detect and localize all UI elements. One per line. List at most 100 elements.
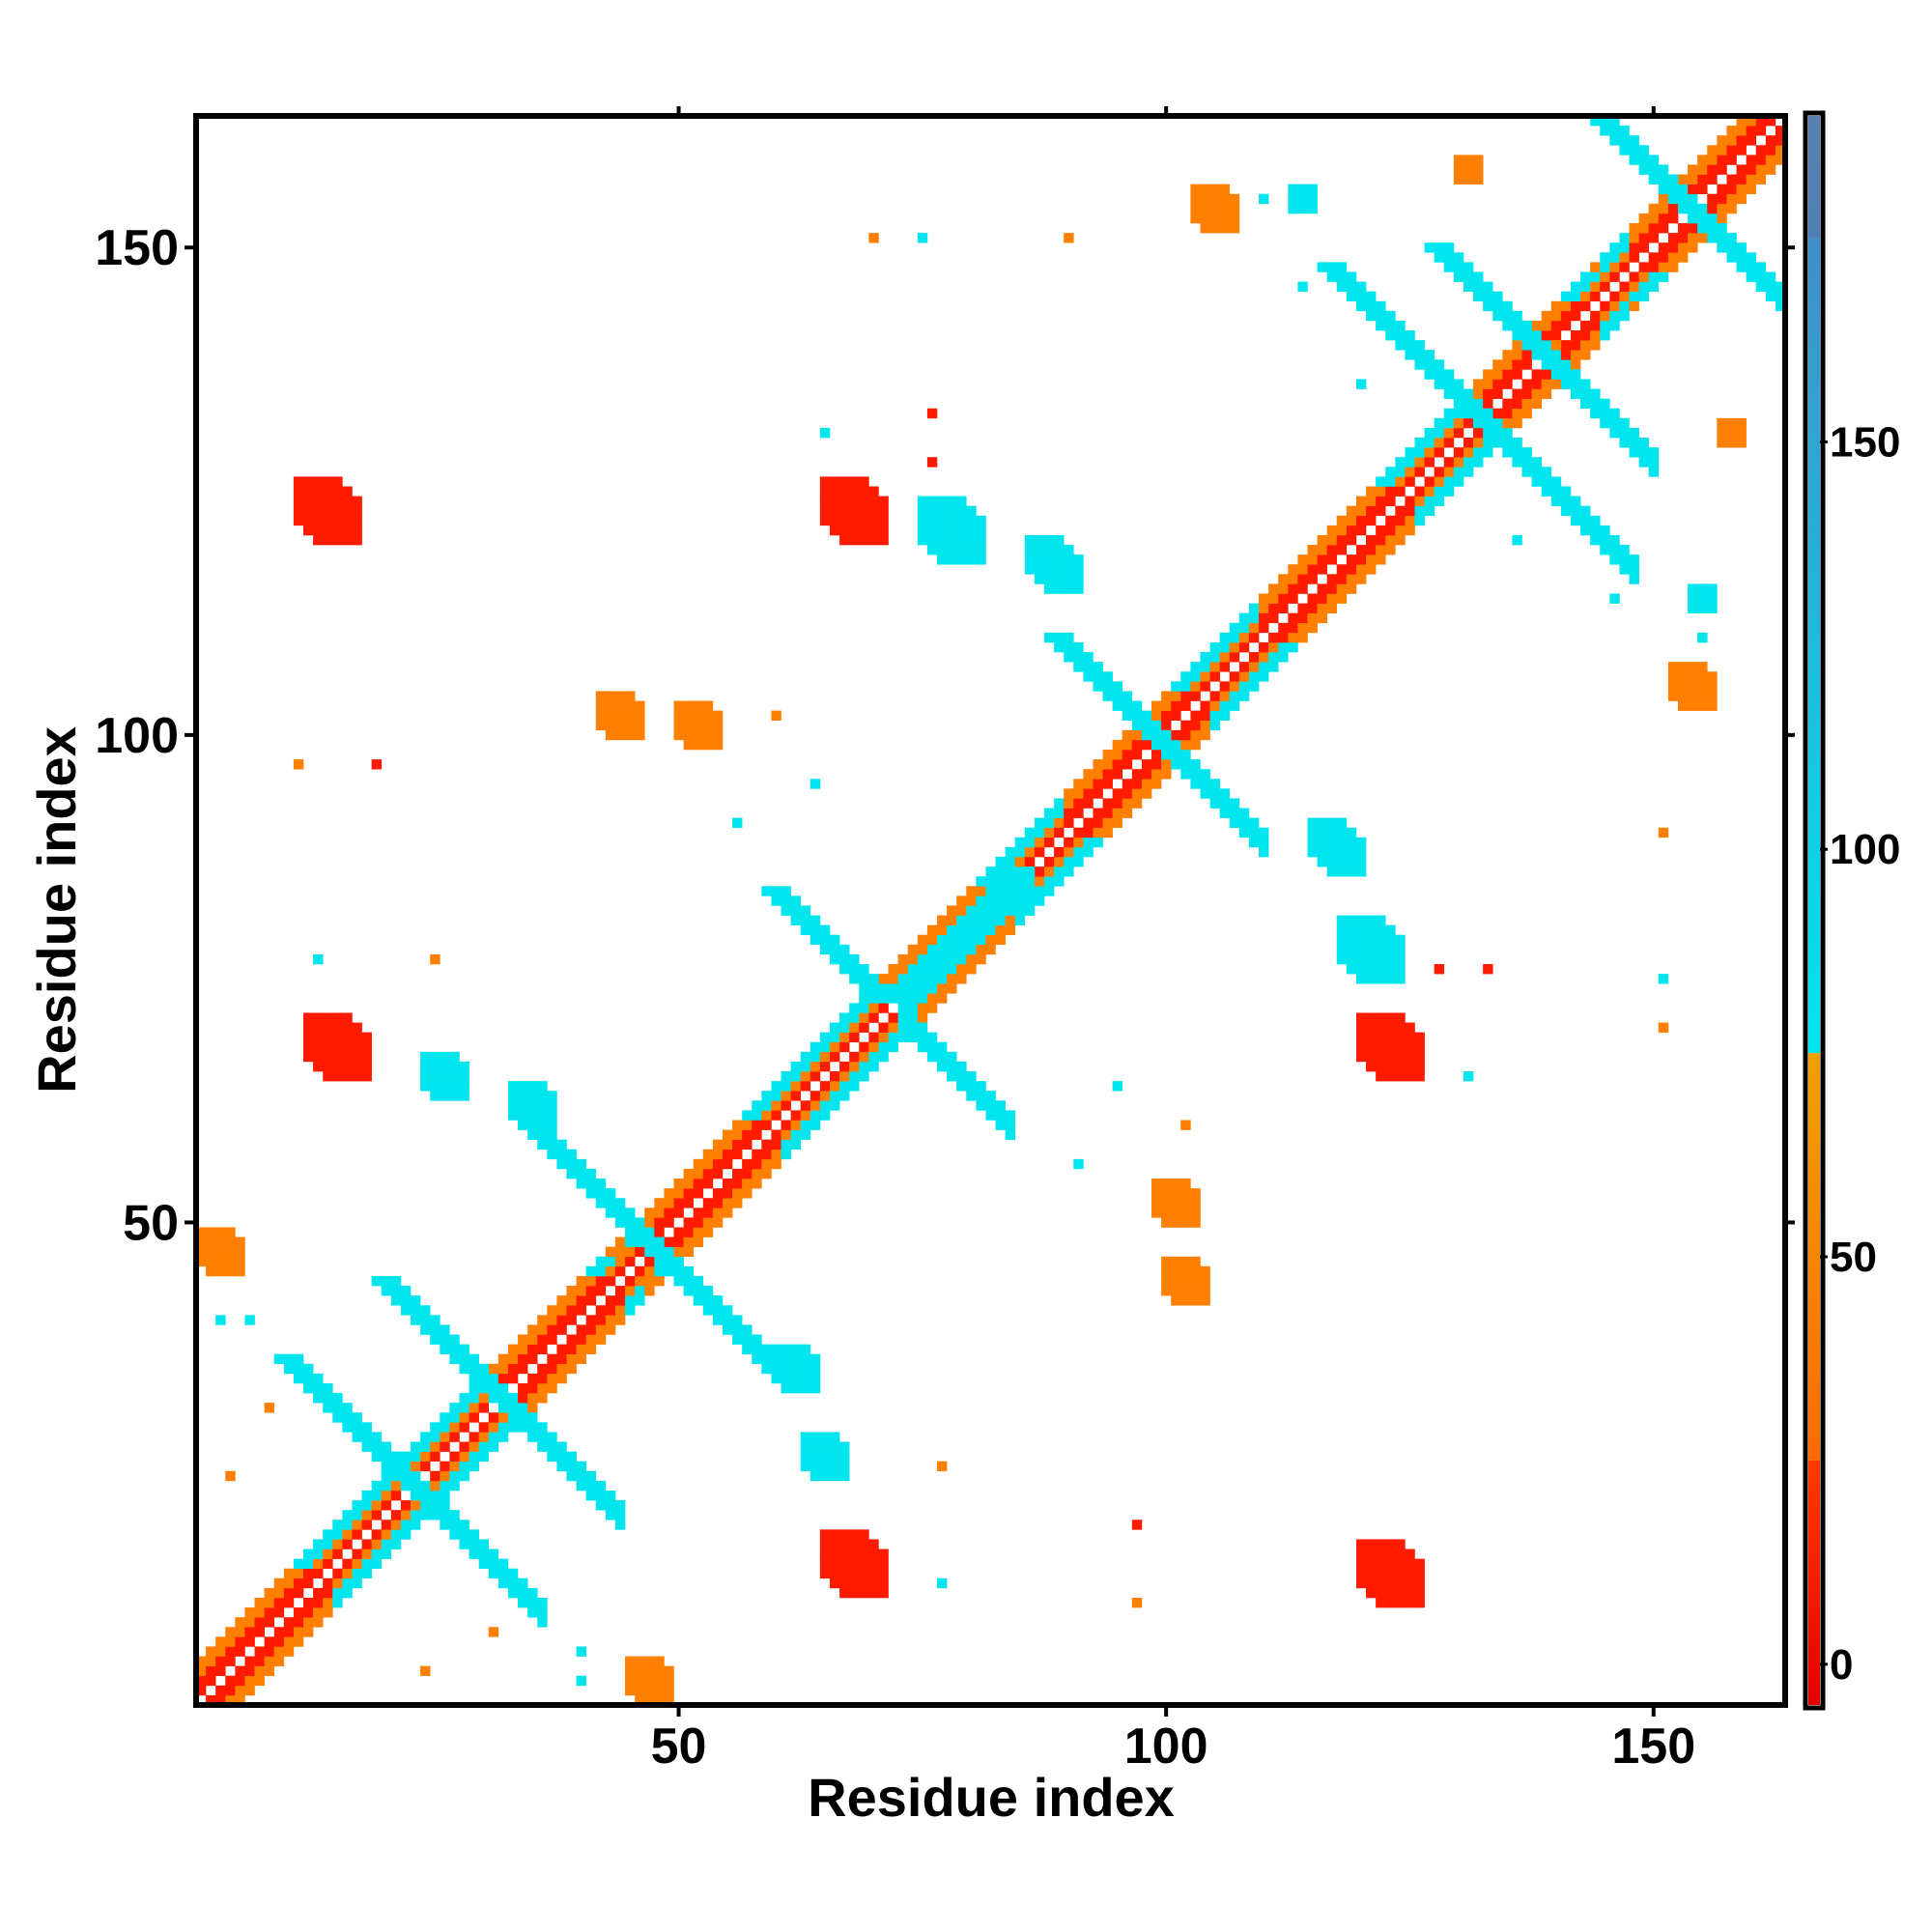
contact-cell — [966, 1071, 977, 1082]
contact-cell — [537, 1324, 548, 1335]
contact-cell — [947, 983, 957, 994]
contact-cell — [1307, 817, 1318, 829]
contact-cell — [1248, 612, 1260, 624]
contact-cell — [810, 1100, 821, 1111]
contact-cell — [868, 496, 879, 506]
contact-cell — [1453, 398, 1464, 410]
contact-cell — [1122, 700, 1133, 711]
contact-cell — [1355, 1051, 1367, 1063]
contact-cell — [625, 1685, 636, 1696]
contact-cell — [1648, 155, 1660, 165]
contact-cell — [1122, 779, 1133, 789]
contact-cell — [1366, 486, 1377, 497]
contact-cell — [1376, 486, 1386, 497]
contact-cell — [1638, 233, 1650, 243]
contact-cell — [752, 1100, 762, 1111]
contact-cell — [1453, 427, 1464, 439]
contact-cell — [1102, 798, 1113, 809]
contact-cell — [1697, 223, 1708, 234]
contact-cell — [1200, 681, 1210, 692]
contact-cell — [1424, 438, 1435, 448]
contact-cell — [244, 1636, 255, 1647]
contact-cell — [1102, 759, 1113, 770]
contact-cell — [1093, 769, 1103, 780]
contact-cell — [1346, 856, 1357, 867]
contact-cell — [1512, 330, 1522, 341]
contact-cell — [449, 1510, 460, 1520]
contact-cell — [1648, 203, 1660, 214]
contact-cell — [810, 1432, 821, 1442]
contact-cell — [342, 1587, 353, 1599]
contact-cell — [1131, 1520, 1143, 1530]
contact-cell — [1619, 554, 1630, 565]
contact-cell — [907, 1022, 919, 1033]
contact-cell — [1395, 1041, 1406, 1053]
contact-cell — [332, 1412, 343, 1423]
contact-cell — [1151, 739, 1162, 751]
contact-cell — [1336, 545, 1348, 555]
contact-cell — [244, 1656, 255, 1666]
contact-cell — [1658, 184, 1669, 195]
contact-cell — [1667, 213, 1679, 224]
contact-cell — [323, 496, 333, 506]
contact-cell — [966, 1081, 977, 1092]
contact-cell — [196, 1236, 207, 1247]
contact-cell — [449, 1071, 460, 1082]
contact-cell — [449, 1529, 460, 1540]
contact-cell — [449, 1091, 460, 1101]
contact-cell — [1054, 867, 1065, 877]
contact-cell — [936, 505, 948, 517]
contact-cell — [1502, 350, 1513, 360]
contact-cell — [371, 1275, 383, 1287]
contact-cell — [1765, 116, 1776, 127]
contact-cell — [1180, 1198, 1191, 1208]
contact-cell — [488, 1373, 499, 1384]
contact-cell — [1560, 350, 1572, 360]
contact-cell — [790, 1129, 801, 1140]
contact-cell — [936, 983, 948, 994]
contact-cell — [859, 1061, 869, 1072]
contact-cell — [400, 1286, 412, 1296]
contact-cell — [1473, 271, 1484, 282]
contact-cell — [1453, 379, 1464, 389]
contact-cell — [1131, 700, 1143, 711]
contact-cell — [1521, 467, 1532, 477]
contact-cell — [1297, 603, 1308, 613]
contact-cell — [507, 1110, 519, 1121]
contact-cell — [235, 1646, 245, 1657]
contact-cell — [371, 1558, 383, 1570]
contact-cell — [1531, 457, 1542, 468]
contact-cell — [566, 1295, 577, 1306]
contact-cell — [1688, 583, 1698, 594]
contact-cell — [459, 1520, 469, 1530]
contact-cell — [1346, 944, 1357, 955]
contact-cell — [1550, 369, 1562, 380]
contact-cell — [1395, 953, 1406, 965]
contact-cell — [683, 1188, 694, 1199]
contact-cell — [819, 505, 831, 517]
contact-cell — [332, 476, 343, 487]
contact-cell — [488, 1382, 499, 1394]
contact-cell — [1629, 554, 1639, 565]
contact-cell — [1355, 379, 1367, 389]
contact-cell — [1355, 564, 1367, 575]
contact-cell — [449, 1061, 460, 1072]
contact-cell — [547, 1091, 557, 1101]
contact-cell — [1414, 350, 1425, 360]
contact-cell — [1443, 388, 1455, 399]
contact-cell — [605, 691, 616, 701]
contact-cell — [1268, 662, 1279, 672]
contact-cell — [635, 1685, 645, 1696]
contact-cell — [1248, 622, 1260, 634]
contact-cell — [1755, 155, 1767, 165]
contact-cell — [1229, 213, 1240, 224]
contact-cell — [1171, 700, 1181, 711]
contact-cell — [1259, 837, 1269, 848]
contact-cell — [1288, 583, 1298, 594]
contact-cell — [790, 1382, 801, 1394]
contact-cell — [995, 856, 1006, 867]
contact-cell — [352, 1558, 362, 1570]
contact-cell — [332, 1568, 343, 1579]
contact-cell — [1102, 769, 1113, 780]
contact-cell — [1317, 827, 1327, 838]
